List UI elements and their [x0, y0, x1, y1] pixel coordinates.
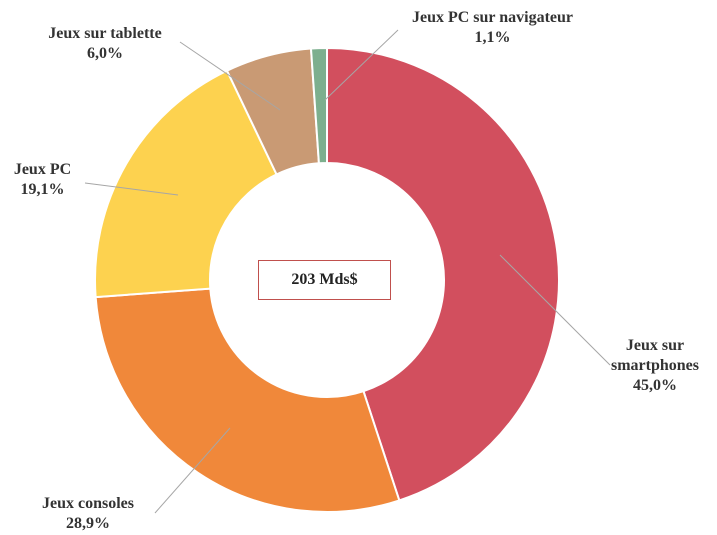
slice — [94, 287, 401, 513]
slice — [309, 46, 328, 165]
data-label: Jeux consoles 28,9% — [18, 494, 158, 534]
value-label: 19,1% — [20, 181, 65, 198]
data-label: Jeux PC sur navigateur 1,1% — [400, 8, 585, 48]
category-label: Jeux PC — [13, 161, 72, 178]
slice — [326, 46, 560, 502]
leader-line — [324, 29, 399, 101]
leader-line — [179, 41, 281, 111]
value-label: 45,0% — [633, 377, 677, 394]
category-label: Jeux PC sur navigateur — [411, 9, 574, 26]
leader-line — [499, 254, 611, 366]
value-label: 1,1% — [474, 29, 511, 46]
center-label: 203 Mds$ — [258, 260, 391, 300]
data-label: Jeux PC 19,1% — [0, 160, 85, 200]
value-label: 28,9% — [66, 515, 110, 532]
category-label: Jeux consoles — [42, 495, 134, 512]
category-label: Jeux sur tablette — [48, 25, 162, 42]
category-label: Jeux sur smartphones — [610, 337, 699, 374]
leader-line — [154, 427, 231, 514]
slice — [94, 69, 278, 299]
leader-line — [84, 182, 179, 196]
value-label: 6,0% — [87, 45, 123, 62]
data-label: Jeux sur smartphones 45,0% — [590, 336, 717, 396]
data-label: Jeux sur tablette 6,0% — [25, 24, 185, 64]
